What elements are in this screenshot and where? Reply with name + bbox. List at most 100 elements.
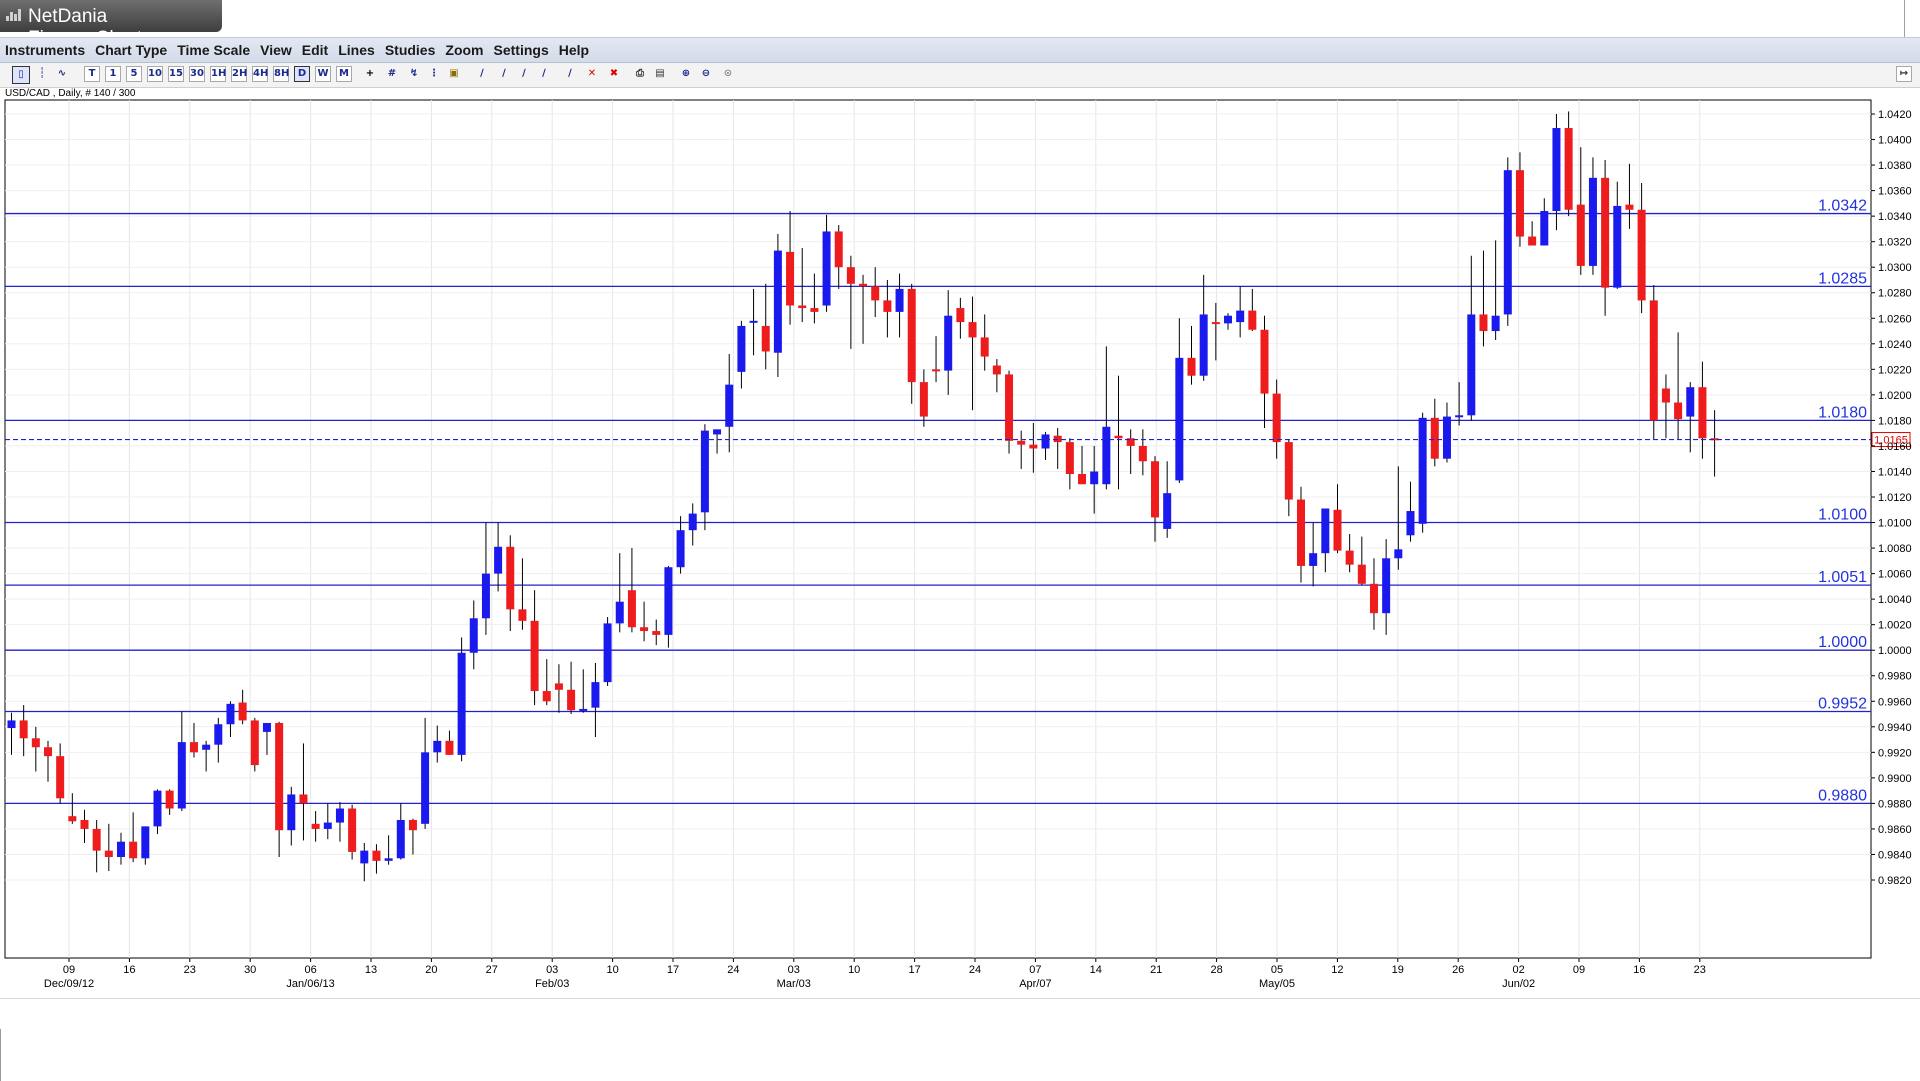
candle-body: [299, 794, 308, 804]
candle-body: [1053, 435, 1062, 443]
menu-chart-type[interactable]: Chart Type: [95, 42, 168, 58]
candle-body: [1321, 508, 1330, 554]
delete-all-lines-icon[interactable]: ✖: [609, 68, 619, 79]
timeframe-8h-button[interactable]: 8H: [273, 66, 289, 82]
timeframe-daily-button[interactable]: D: [294, 66, 310, 82]
zoom-reset-icon[interactable]: ⊙: [723, 68, 733, 79]
candle-body: [287, 794, 296, 831]
y-tick-label: 1.0240: [1878, 339, 1912, 351]
menu-edit[interactable]: Edit: [301, 42, 329, 58]
fan-icon[interactable]: ∕: [522, 68, 526, 79]
candle-body: [846, 267, 855, 284]
crosshair-icon[interactable]: +: [365, 68, 375, 79]
menu-settings[interactable]: Settings: [493, 42, 549, 58]
print-preview-icon[interactable]: ▤: [655, 68, 665, 79]
timeframe-monthly-button[interactable]: M: [336, 66, 352, 82]
channel-icon[interactable]: ∕: [502, 68, 506, 79]
timeframe-30m-button[interactable]: 30: [189, 66, 205, 82]
x-tick-label: 17: [908, 964, 920, 976]
menu-lines[interactable]: Lines: [338, 42, 375, 58]
candle-body: [1248, 310, 1257, 330]
candle-body: [652, 631, 661, 635]
x-tick-label: 21: [1150, 964, 1162, 976]
candle-body: [1005, 374, 1014, 441]
menu-instruments[interactable]: Instruments: [5, 42, 86, 58]
timeframe-weekly-button[interactable]: W: [315, 66, 331, 82]
y-tick-label: 1.0080: [1878, 543, 1912, 555]
candle-body: [615, 601, 624, 624]
candle-body: [932, 369, 941, 372]
candle-body: [883, 300, 892, 312]
candle-body: [968, 322, 977, 338]
print-icon[interactable]: ⎙: [636, 68, 644, 79]
menu-help[interactable]: Help: [558, 42, 590, 58]
x-tick-label: 10: [848, 964, 860, 976]
candle-body: [798, 305, 807, 309]
timeframe-1h-button[interactable]: 1H: [210, 66, 226, 82]
timeframe-5m-button[interactable]: 5: [126, 66, 142, 82]
trendline-icon[interactable]: ∕: [480, 68, 484, 79]
candle-body: [1674, 402, 1683, 420]
grid-icon[interactable]: #: [387, 68, 397, 79]
x-month-label: Dec/09/12: [44, 978, 94, 990]
zoom-out-icon[interactable]: ⊖: [701, 68, 711, 79]
candle-body: [1296, 499, 1305, 566]
candle-body: [1698, 387, 1707, 439]
scale-icon[interactable]: ⋮: [429, 68, 439, 79]
timeframe-2h-button[interactable]: 2H: [231, 66, 247, 82]
menu-time-scale[interactable]: Time Scale: [177, 42, 251, 58]
candle-body: [1491, 315, 1500, 332]
candle-body: [1102, 426, 1111, 485]
candlestick-type-icon[interactable]: ▯: [12, 66, 30, 84]
x-month-label: May/05: [1259, 978, 1295, 990]
candle-body: [1430, 417, 1439, 459]
candle-body: [153, 790, 162, 827]
timeframe-tick-button[interactable]: T: [84, 66, 100, 82]
level-label: 1.0285: [1818, 270, 1867, 287]
candle-body: [1394, 549, 1403, 559]
delete-line-icon[interactable]: ✕: [587, 68, 597, 79]
zoom-in-icon[interactable]: ⊕: [681, 68, 691, 79]
candle-body: [773, 250, 782, 353]
x-tick-label: 09: [63, 964, 75, 976]
timeframe-1m-button[interactable]: 1: [105, 66, 121, 82]
candle-body: [859, 283, 868, 287]
x-tick-label: 17: [667, 964, 679, 976]
y-tick-label: 1.0100: [1878, 518, 1912, 530]
timeframe-15m-button[interactable]: 15: [168, 66, 184, 82]
y-tick-label: 1.0120: [1878, 492, 1912, 504]
candle-body: [7, 720, 16, 729]
timeframe-4h-button[interactable]: 4H: [252, 66, 268, 82]
menu-zoom[interactable]: Zoom: [445, 42, 484, 58]
price-chart[interactable]: 1.0342 1.0285 1.0180 1.0100 1.0051 1.0000 0.99…: [0, 98, 1920, 1008]
candle-body: [1309, 553, 1318, 566]
line-type-icon[interactable]: ∿: [57, 68, 67, 79]
arrow-down-icon[interactable]: ↯: [409, 68, 419, 79]
candle-body: [591, 682, 600, 708]
candle-body: [1187, 357, 1196, 376]
candle-body: [469, 618, 478, 653]
candle-body: [68, 816, 77, 822]
candle-body: [250, 720, 259, 766]
y-tick-label: 0.9960: [1878, 696, 1912, 708]
candle-body: [1406, 511, 1415, 536]
candle-body: [104, 850, 113, 858]
current-price-tag: [1871, 432, 1911, 448]
volume-icon[interactable]: ▣: [449, 68, 459, 79]
menu-studies[interactable]: Studies: [384, 42, 436, 58]
window-edge: [1904, 0, 1905, 40]
level-label: 1.0000: [1818, 634, 1867, 651]
candle-body: [1078, 474, 1087, 485]
timeframe-10m-button[interactable]: 10: [147, 66, 163, 82]
candle-body: [348, 808, 357, 852]
y-tick-label: 1.0000: [1878, 645, 1912, 657]
y-tick-label: 0.9900: [1878, 773, 1912, 785]
menu-view[interactable]: View: [260, 42, 292, 58]
candle-body: [980, 337, 989, 357]
edit-lines-icon[interactable]: ∕: [568, 68, 572, 79]
bar-type-icon[interactable]: ┆: [38, 68, 46, 79]
candle-body: [1467, 314, 1476, 416]
panel-toggle-icon[interactable]: ↦: [1896, 66, 1912, 82]
fibonacci-icon[interactable]: ∕: [542, 68, 546, 79]
candle-body: [408, 819, 417, 831]
